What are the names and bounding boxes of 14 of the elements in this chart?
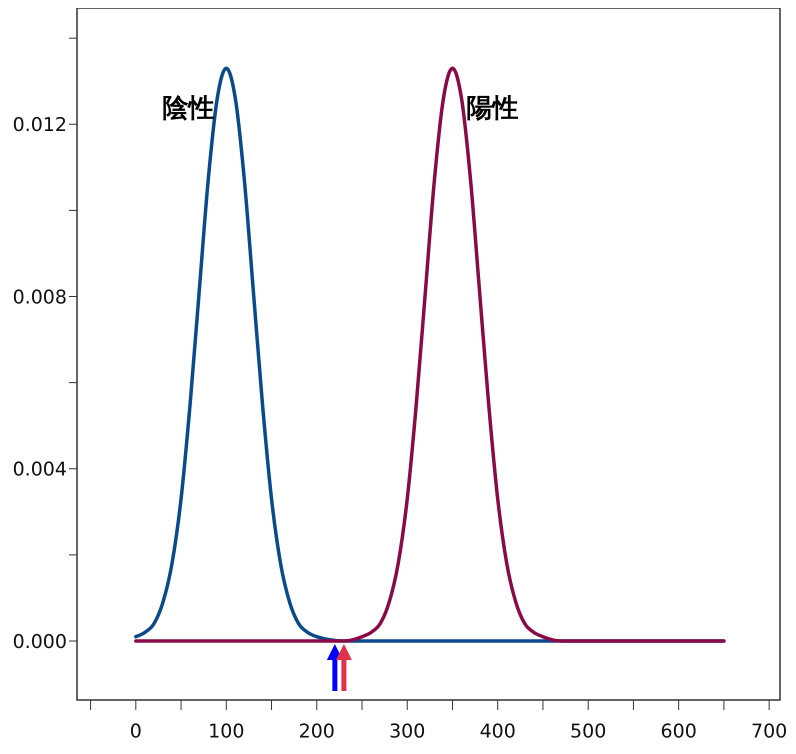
x-tick-label: 500 — [570, 720, 606, 742]
y-tick-label: 0.004 — [12, 458, 67, 481]
y-tick-label: 0.000 — [12, 630, 67, 653]
series-label: 陰性 — [162, 93, 214, 124]
x-tick-label: 700 — [751, 720, 788, 742]
x-tick-label: 100 — [208, 720, 244, 742]
y-tick-label: 0.008 — [12, 286, 67, 308]
x-tick-label: 0 — [130, 720, 142, 742]
x-tick-label: 300 — [389, 720, 426, 742]
x-tick-label: 200 — [298, 720, 335, 742]
x-tick-label: 600 — [660, 720, 697, 742]
y-tick-label: 0.012 — [12, 114, 67, 136]
series-label: 陽性 — [466, 93, 518, 124]
x-tick-label: 400 — [480, 720, 516, 742]
